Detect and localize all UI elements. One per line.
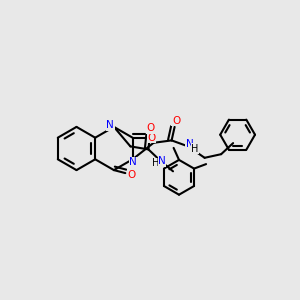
Text: N: N xyxy=(129,157,137,167)
Text: N: N xyxy=(106,120,114,130)
Text: N: N xyxy=(186,139,194,149)
Text: H: H xyxy=(152,158,160,168)
Text: N: N xyxy=(158,156,166,167)
Text: O: O xyxy=(147,123,155,134)
Text: O: O xyxy=(147,133,155,143)
Text: H: H xyxy=(191,144,198,154)
Text: O: O xyxy=(172,116,180,126)
Text: O: O xyxy=(127,169,135,180)
